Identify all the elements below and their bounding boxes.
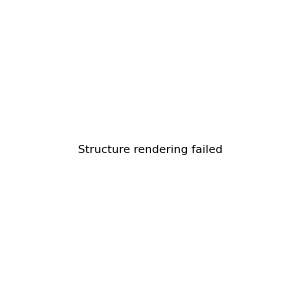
Text: Structure rendering failed: Structure rendering failed — [78, 145, 222, 155]
